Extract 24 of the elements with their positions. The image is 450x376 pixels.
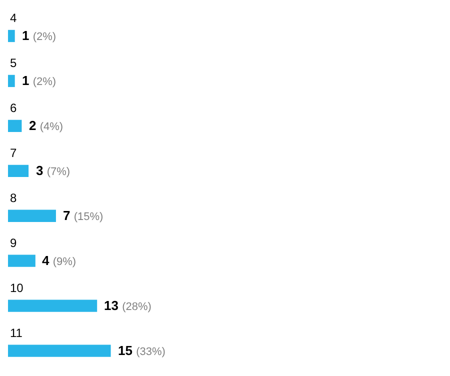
bar <box>8 344 111 357</box>
data-label: 3 (7%) <box>36 163 70 178</box>
data-label: 7 (15%) <box>63 208 104 223</box>
data-label: 15 (33%) <box>118 343 166 358</box>
y-tick-label: 9 <box>10 236 17 250</box>
bar <box>8 120 22 132</box>
y-tick-label: 6 <box>10 101 17 115</box>
y-tick-label: 10 <box>10 281 24 295</box>
y-tick-label: 7 <box>10 146 17 160</box>
bar <box>8 164 29 177</box>
y-tick-label: 11 <box>10 326 23 340</box>
data-label: 13 (28%) <box>104 298 152 313</box>
data-label: 4 (9%) <box>42 253 76 268</box>
bar <box>8 254 36 267</box>
data-label: 1 (2%) <box>22 73 56 88</box>
bar <box>8 300 98 312</box>
y-tick-label: 5 <box>10 56 17 70</box>
bar <box>8 74 15 88</box>
y-tick-label: 4 <box>10 11 17 25</box>
data-label: 1 (2%) <box>22 28 56 43</box>
y-tick-label: 8 <box>10 191 17 205</box>
data-label: 2 (4%) <box>29 118 64 133</box>
bar <box>8 30 15 42</box>
bar <box>8 210 56 222</box>
